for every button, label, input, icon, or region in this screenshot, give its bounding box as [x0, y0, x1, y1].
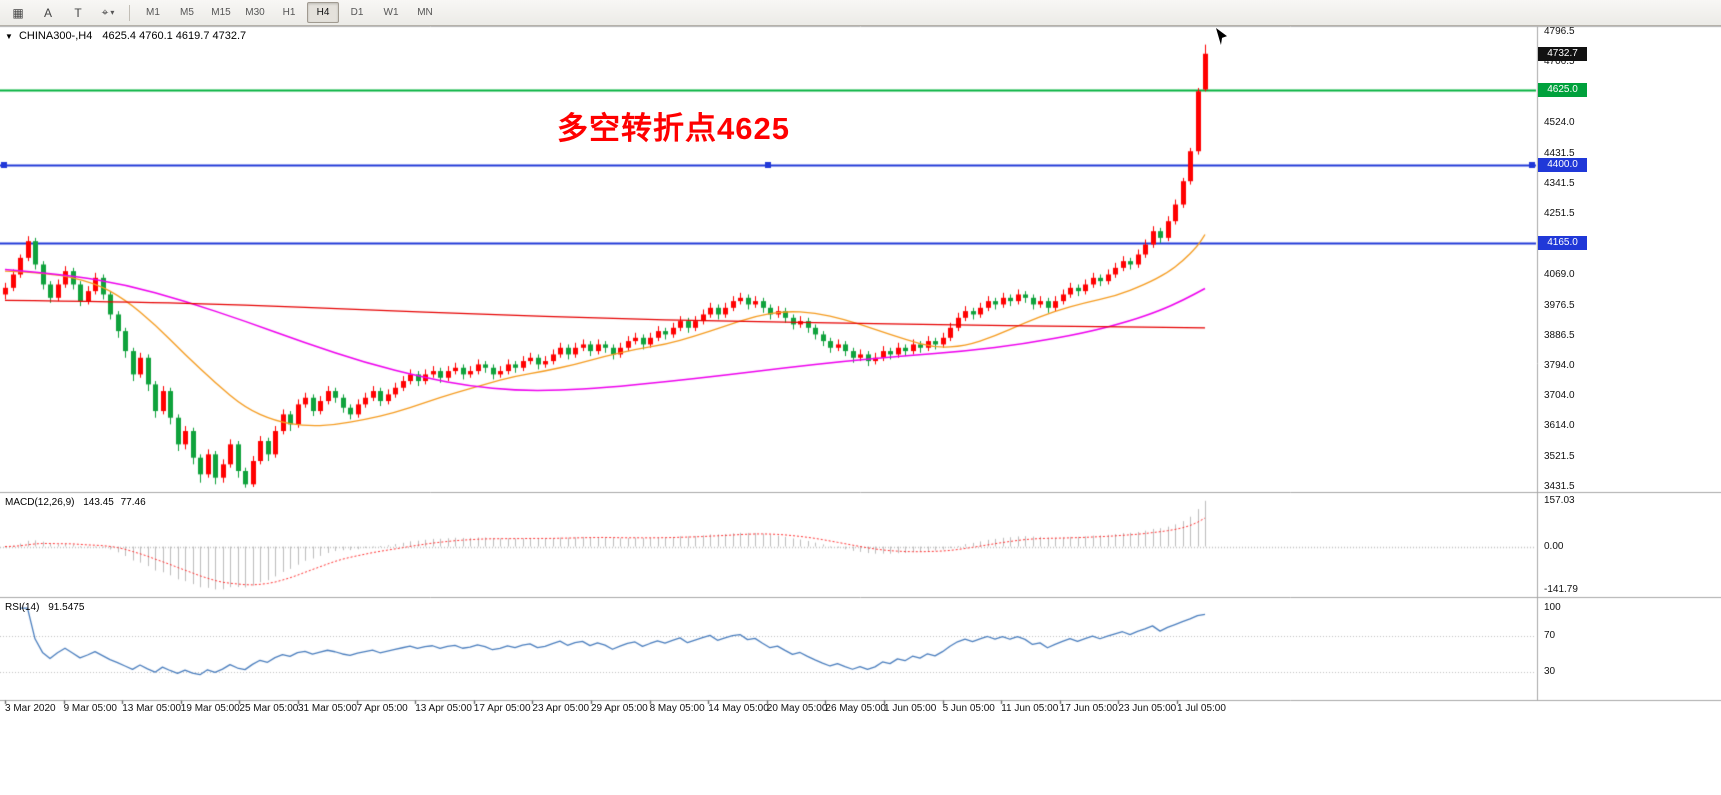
- macd-axis-tick: 0.00: [1544, 540, 1564, 552]
- chart-window-icon[interactable]: ▦: [12, 5, 24, 20]
- collapse-triangle-icon[interactable]: ▼: [5, 32, 13, 41]
- time-axis-label: 23 Apr 05:00: [532, 703, 590, 714]
- time-axis-label: 29 Apr 05:00: [591, 703, 648, 714]
- rsi-value: 91.5475: [48, 602, 85, 613]
- price-marker-4625.0: 4625.0: [1538, 82, 1587, 97]
- timeframe-button-h4[interactable]: H4: [307, 2, 339, 23]
- price-axis-tick: 4796.5: [1544, 26, 1575, 38]
- time-axis-label: 8 May 05:00: [649, 703, 705, 714]
- macd-signal-value: 77.46: [120, 497, 146, 508]
- time-axis-label: 13 Apr 05:00: [415, 703, 472, 714]
- time-axis-label: 1 Jul 05:00: [1177, 703, 1226, 714]
- time-axis-label: 17 Jun 05:00: [1059, 703, 1118, 714]
- price-axis-tick: 3614.0: [1544, 420, 1575, 432]
- time-axis-label: 11 Jun 05:00: [1001, 703, 1059, 714]
- rsi-label: RSI(14) 91.5475: [5, 602, 84, 613]
- timeframe-button-m1[interactable]: M1: [146, 7, 160, 18]
- timeframe-button-m30[interactable]: M30: [245, 7, 265, 18]
- toolbar-separator: [129, 4, 130, 21]
- time-axis-label: 9 Mar 05:00: [63, 703, 117, 714]
- timeframe-group: M1 M5 M15 M30 H1 H4 D1 W1 MN: [136, 0, 442, 25]
- drawing-tools-group: ▦ A T ⌖ ▾: [3, 0, 123, 25]
- time-axis-label: 7 Apr 05:00: [356, 703, 408, 714]
- price-axis-tick: 4706.5: [1544, 56, 1575, 68]
- macd-name: MACD(12,26,9): [5, 497, 75, 508]
- price-marker-4732.7: 4732.7: [1538, 46, 1587, 61]
- price-axis-tick: 4341.5: [1544, 178, 1575, 190]
- price-axis-tick: 3794.0: [1544, 360, 1575, 372]
- price-axis-tick: 4431.5: [1544, 148, 1575, 160]
- timeframe-button-m5[interactable]: M5: [180, 7, 194, 18]
- time-axis-label: 14 May 05:00: [708, 703, 769, 714]
- timeframe-button-m15[interactable]: M15: [211, 7, 231, 18]
- time-axis-label: 5 Jun 05:00: [942, 703, 995, 714]
- macd-axis-tick: 157.03: [1544, 495, 1575, 506]
- time-axis-label: 20 May 05:00: [766, 703, 828, 714]
- price-axis-tick: 3886.5: [1544, 329, 1575, 341]
- time-axis-label: 3 Mar 2020: [5, 703, 56, 714]
- chart-title: ▼ CHINA300-,H4 4625.4 4760.1 4619.7 4732…: [5, 30, 246, 42]
- time-axis-label: 1 Jun 05:00: [884, 703, 937, 714]
- timeframe-button-mn[interactable]: MN: [417, 7, 433, 18]
- time-axis-label: 26 May 05:00: [825, 703, 886, 714]
- ohlc-values: 4625.4 4760.1 4619.7 4732.7: [102, 30, 247, 42]
- rsi-axis-tick: 100: [1544, 602, 1561, 614]
- macd-main-value: 143.45: [83, 497, 114, 508]
- toolbar: ▦ A T ⌖ ▾ M1 M5 M15 M30 H1 H4 D1 W1 MN: [0, 0, 1721, 26]
- rsi-axis-tick: 30: [1544, 666, 1556, 678]
- price-marker-4165.0: 4165.0: [1538, 235, 1587, 250]
- price-axis-tick: 3431.5: [1544, 481, 1575, 493]
- price-axis-tick: 3704.0: [1544, 390, 1575, 402]
- time-axis-label: 13 Mar 05:00: [122, 703, 182, 714]
- timeframe-button-h1[interactable]: H1: [282, 7, 296, 18]
- price-axis-tick: 4524.0: [1544, 117, 1575, 129]
- time-axis-label: 31 Mar 05:00: [298, 703, 357, 714]
- price-axis-tick: 3521.5: [1544, 451, 1575, 463]
- time-axis-label: 23 Jun 05:00: [1118, 703, 1177, 714]
- rsi-axis-tick: 70: [1544, 629, 1556, 641]
- chart-annotation-text[interactable]: 多空转折点4625: [557, 111, 790, 146]
- symbol-timeframe-label: CHINA300-,H4: [18, 30, 93, 42]
- rsi-name: RSI(14): [5, 602, 40, 613]
- time-axis-label: 17 Apr 05:00: [473, 703, 531, 714]
- macd-label: MACD(12,26,9) 143.45 77.46: [5, 497, 146, 508]
- cursor-tool-icon[interactable]: ⌖ ▾: [101, 5, 115, 19]
- price-axis-tick: 4251.5: [1544, 208, 1575, 220]
- text-tool-icon[interactable]: T: [74, 5, 82, 20]
- timeframe-button-w1[interactable]: W1: [383, 7, 399, 18]
- annotation-tool-icon[interactable]: A: [43, 5, 52, 20]
- mouse-cursor-icon: [1216, 28, 1227, 45]
- dropdown-arrow-icon: ▾: [110, 8, 115, 17]
- timeframe-button-d1[interactable]: D1: [350, 7, 364, 18]
- macd-axis-tick: -141.79: [1544, 584, 1578, 596]
- price-axis-tick: 3976.5: [1544, 299, 1575, 311]
- price-axis-tick: 4069.0: [1544, 268, 1575, 280]
- time-axis-label: 25 Mar 05:00: [239, 703, 299, 714]
- time-axis-label: 19 Mar 05:00: [180, 703, 240, 714]
- price-marker-4400.0: 4400.0: [1538, 157, 1587, 172]
